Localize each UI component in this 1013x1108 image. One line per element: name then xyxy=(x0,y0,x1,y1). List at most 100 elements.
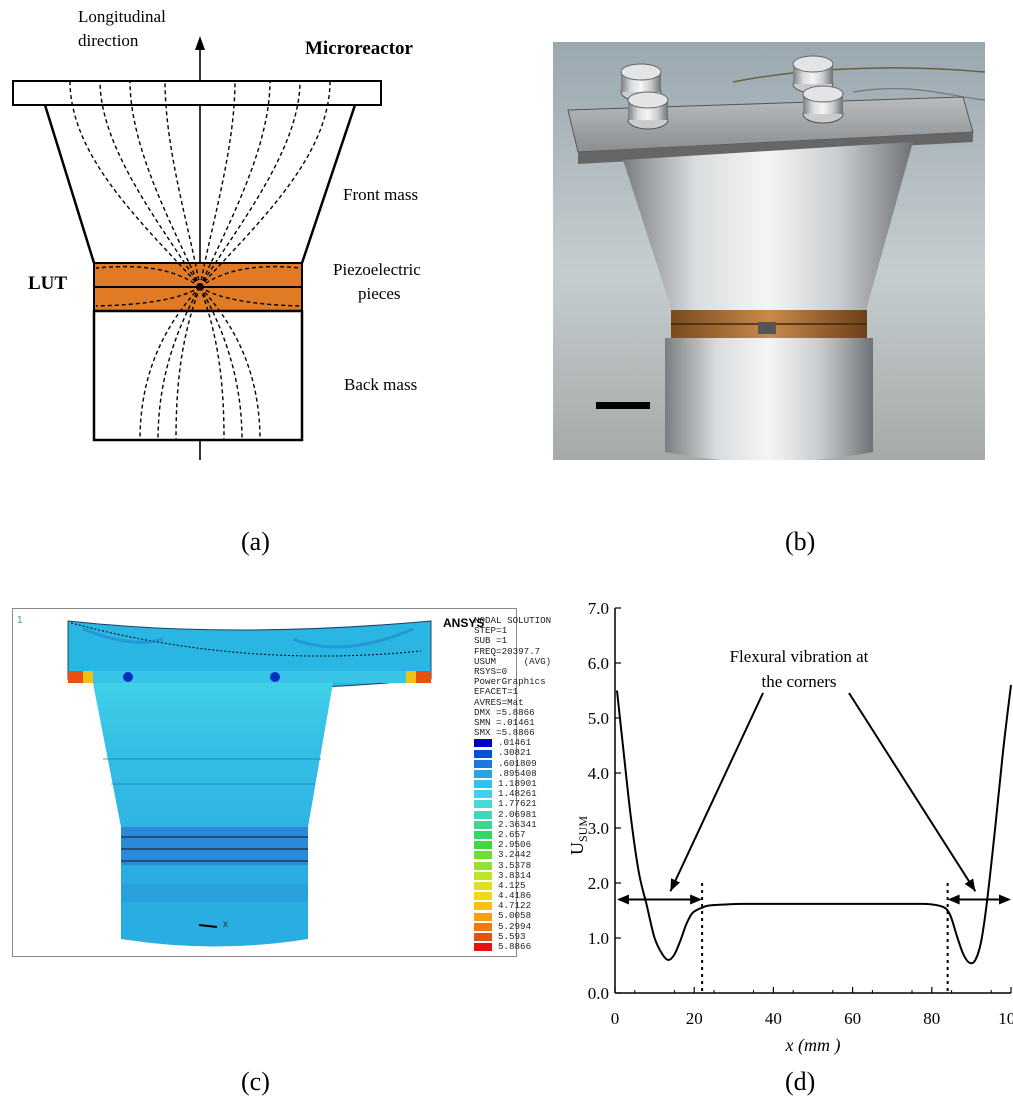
legend-swatch xyxy=(474,881,492,890)
legend-swatch xyxy=(474,943,492,952)
x-tick-label: 0 xyxy=(611,1009,620,1028)
legend-swatch xyxy=(474,769,492,778)
legend-swatch xyxy=(474,892,492,901)
x-axis-label: x (mm ) xyxy=(785,1035,841,1056)
annotation-pointer-right xyxy=(848,692,977,892)
legend-swatch xyxy=(474,739,492,748)
fem-info-line: NODAL SOLUTION xyxy=(474,615,552,626)
y-tick-label: 3.0 xyxy=(588,819,609,838)
legend-row: .01461 xyxy=(474,738,551,748)
legend-swatch xyxy=(474,902,492,911)
legend-row: 5.8866 xyxy=(474,941,551,952)
panel-label-c: (c) xyxy=(241,1067,270,1096)
legend-row: 1.48261 xyxy=(474,788,551,799)
arrowhead-icon xyxy=(947,894,960,905)
legend-row: 3.5378 xyxy=(474,859,551,871)
legend-value: 5.8866 xyxy=(498,941,532,952)
arrowhead-icon xyxy=(999,894,1011,905)
legend-value: 1.18901 xyxy=(498,778,537,789)
legend-row: .601809 xyxy=(474,757,551,769)
fem-info-line: RSYS=0 xyxy=(474,665,508,677)
legend-swatch xyxy=(474,749,492,758)
y-tick-label: 1.0 xyxy=(588,929,609,948)
scale-bar xyxy=(596,402,650,409)
legend-row: 2.657 xyxy=(474,828,551,840)
y-tick-label: 0.0 xyxy=(588,984,609,1003)
x-tick-label: 20 xyxy=(686,1009,703,1028)
legend-value: 2.36341 xyxy=(498,818,537,830)
legend-row: .895408 xyxy=(474,768,551,779)
legend-value: 5.0058 xyxy=(498,910,532,922)
legend-row: 2.9506 xyxy=(474,839,551,851)
legend-swatch xyxy=(474,800,492,809)
legend-row: 4.4186 xyxy=(474,890,551,902)
legend-value: 4.7122 xyxy=(498,900,532,912)
legend-value: 3.2442 xyxy=(498,849,532,861)
back-mass xyxy=(92,309,304,442)
legend-row: 4.7122 xyxy=(474,901,551,911)
fem-legend: NODAL SOLUTION STEP=1 SUB =1 FREQ=20397.7 US… xyxy=(474,615,552,952)
legend-value: 2.06981 xyxy=(498,808,537,820)
legend-row: 3.8314 xyxy=(474,869,551,881)
legend-row: 5.593 xyxy=(474,930,551,942)
legend-value: 2.9506 xyxy=(498,839,532,851)
x-tick-label: 60 xyxy=(844,1009,861,1028)
fem-info-line: STEP=1 xyxy=(474,625,508,637)
legend-swatch xyxy=(474,780,492,789)
fem-info-line: SMX =5.8866 xyxy=(474,727,535,739)
upper-field-lines xyxy=(69,80,331,288)
legend-swatch xyxy=(474,932,492,941)
corner-marker: 1 xyxy=(17,615,23,626)
legend-swatch xyxy=(474,912,492,921)
y-axis-label: USUM xyxy=(567,816,590,855)
usum-chart: 0.0 1.0 2.0 3.0 4.0 5.0 6.0 7.0 0 20 40 60 80 100 x (m… xyxy=(567,599,1013,1056)
panel-label-d: (d) xyxy=(785,1067,816,1096)
legend-row: 4.125 xyxy=(474,879,551,891)
piezo-label-line2: pieces xyxy=(358,284,400,303)
legend-value: 2.657 xyxy=(498,828,526,840)
legend-row: 5.2994 xyxy=(474,920,551,932)
legend-row: 2.36341 xyxy=(474,818,551,830)
axis-label-line1: Longitudinal xyxy=(78,7,166,26)
legend-swatch xyxy=(474,820,492,829)
piezo-piece-bottom xyxy=(93,286,303,312)
back-mass-label: Back mass xyxy=(344,375,417,394)
legend-value: 4.125 xyxy=(498,879,526,891)
legend-value: 4.4186 xyxy=(498,890,532,902)
fem-axis-glyph: x xyxy=(223,919,228,930)
legend-value: .30821 xyxy=(498,747,532,759)
fem-info-line: USUM (AVG) xyxy=(474,655,552,667)
axis-arrow-icon xyxy=(195,36,205,50)
legend-value: .01461 xyxy=(498,737,532,749)
x-tick-label: 40 xyxy=(765,1009,782,1028)
legend-swatch xyxy=(474,831,492,840)
lut-label: LUT xyxy=(28,273,67,294)
ansys-logo: ANSYS xyxy=(443,616,484,630)
arrowhead-icon xyxy=(964,878,976,892)
front-mass-label: Front mass xyxy=(343,185,418,204)
legend-swatch xyxy=(474,922,492,931)
fem-info-line: PowerGraphics xyxy=(474,676,546,688)
annotation-pointer-left xyxy=(669,692,764,892)
annotation-line2: the corners xyxy=(761,672,836,691)
legend-swatch xyxy=(474,851,492,860)
x-tick-label: 80 xyxy=(923,1009,940,1028)
legend-value: 5.593 xyxy=(498,930,526,942)
y-tick-label: 4.0 xyxy=(588,764,609,783)
usum-series-line xyxy=(615,684,1012,965)
y-tick-label: 7.0 xyxy=(588,599,609,618)
fem-info-line: FREQ=20397.7 xyxy=(474,645,541,657)
annotation-line1: Flexural vibration at xyxy=(730,647,869,666)
legend-swatch xyxy=(474,790,492,799)
legend-swatch xyxy=(474,871,492,880)
fem-info-line: DMX =5.8866 xyxy=(474,706,535,718)
front-mass-horn xyxy=(43,104,357,264)
legend-value: 3.5378 xyxy=(498,859,532,871)
legend-value: 3.8314 xyxy=(498,869,532,881)
x-tick-label: 100 xyxy=(998,1009,1013,1028)
legend-value: .601809 xyxy=(498,757,537,769)
fem-info-line: AVRES=Mat xyxy=(474,696,524,708)
legend-value: 5.2994 xyxy=(498,920,532,932)
legend-swatch xyxy=(474,810,492,819)
legend-row: 1.77621 xyxy=(474,799,551,809)
